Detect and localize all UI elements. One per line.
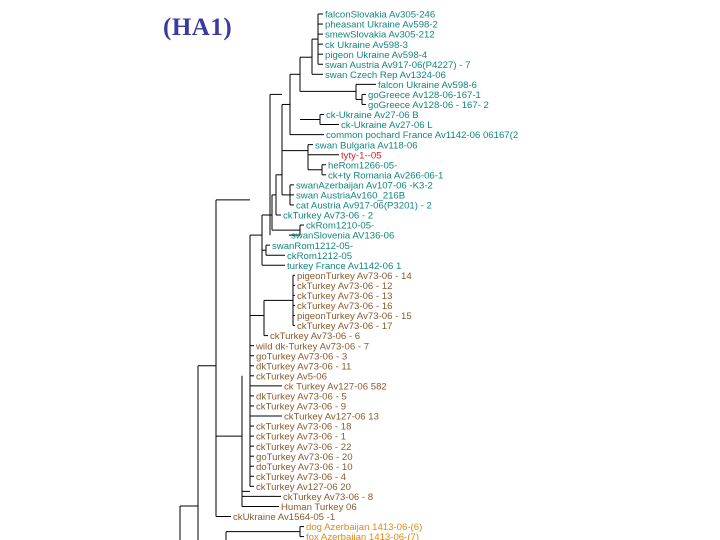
leaf-label: smewSlovakia Av305-212 — [325, 30, 435, 41]
leaf-label: ckTurkey Av127-06 13 — [284, 412, 379, 423]
leaf-label: goGreece Av128-06-167-1 — [368, 90, 481, 101]
leaf-label: swanRom1212-05- — [272, 241, 353, 252]
leaf-label: ckTurkey Av73-06 - 9 — [256, 402, 346, 413]
leaf-label: dkTurkey Av73-06 - 5 — [256, 392, 347, 403]
leaf-label: ckRom1210-05- — [306, 221, 374, 232]
leaf-label: ckUkraine Av1564-05 -1 — [233, 512, 335, 523]
leaf-label: ck-Ukraine Av27-06 B — [326, 110, 419, 121]
leaf-label: swan Bulgaria Av118-06 — [315, 140, 418, 151]
leaf-label: swan Austria Av917-06(P4227) - 7 — [325, 60, 470, 71]
leaf-label: swan Czech Rep Av1324-06 — [325, 70, 446, 81]
diagram-title: (HA1) — [163, 14, 233, 41]
leaf-label: ck Ukraine Av598-3 — [325, 40, 408, 51]
leaf-label: swan AustriaAv160_216B — [296, 191, 405, 202]
leaf-label: ckTurkey Av73-06 - 2 — [283, 211, 373, 222]
leaf-label: cat Austria Av917-06(P3201) - 2 — [296, 201, 432, 212]
leaf-label: ck-Ukraine Av27-06 L — [341, 120, 433, 131]
leaf-label: swanAzerbaijan Av107-06 -K3-2 — [296, 180, 433, 191]
leaf-label: ckTurkey Av73-06 - 13 — [297, 291, 392, 302]
leaf-label: ckTurkey Av73-06 - 8 — [283, 492, 373, 503]
tree-branches — [179, 13, 376, 540]
leaf-label: turkey France Av1142-06 1 — [287, 261, 401, 272]
leaf-label: pheasant Ukraine Av598-2 — [325, 20, 438, 31]
leaf-label: ckTurkey Av73-06 - 4 — [256, 472, 347, 483]
leaf-label: goGreece Av128-06 - 167- 2 — [368, 100, 489, 111]
leaf-label: ckTurkey Av73-06 - 22 — [256, 442, 351, 453]
leaf-label: ckTurkey Av5-06 — [256, 371, 327, 382]
leaf-label: ck Turkey Av127-06 582 — [284, 381, 387, 392]
leaf-label: falconSlovakia Av305-246 — [325, 10, 435, 21]
leaf-label: Human Turkey 06 — [281, 502, 357, 513]
leaf-label: falcon Ukraine Av598-6 — [378, 80, 477, 91]
leaf-label: heRom1266-05- — [328, 160, 397, 171]
leaf-label: ckTurkey Av127-06 20 — [256, 482, 351, 493]
leaf-label: goTurkey Av73-06 - 20 — [256, 452, 353, 463]
leaf-label: ckTurkey Av73-06 - 12 — [297, 281, 392, 292]
leaf-label: dkTurkey Av73-06 - 11 — [256, 361, 351, 372]
leaf-label: ckTurkey Av73-06 - 16 — [297, 301, 392, 312]
leaf-label: ckTurkey Av73-06 - 17 — [297, 321, 392, 332]
leaf-label: pigeonTurkey Av73-06 - 14 — [297, 271, 412, 282]
leaf-label: ckTurkey Av73-06 - 18 — [256, 422, 351, 433]
leaf-label: fox Azerbaijan 1413-06-(7) — [306, 532, 419, 540]
leaf-label: dog Azerbaijan 1413-06-(6) — [306, 522, 422, 533]
leaf-label: ckRom1212-05 — [287, 251, 352, 262]
leaf-label: ckTurkey Av73-06 - 6 — [270, 331, 360, 342]
leaf-label: pigeon Ukraine Av598-4 — [325, 50, 428, 61]
leaf-label: goTurkey Av73-06 - 3 — [256, 351, 347, 362]
leaf-label: ck+ty Romania Av266-06-1 — [328, 170, 443, 181]
leaf-label: tyty-1--05 — [341, 150, 382, 161]
leaf-label: pigeonTurkey Av73-06 - 15 — [297, 311, 412, 322]
leaf-label: common pochard France Av1142-06 06167(2 — [326, 130, 518, 141]
leaf-label: swanSlovenia AV136-06 — [291, 231, 394, 242]
leaf-label: ckTurkey Av73-06 - 1 — [256, 432, 346, 443]
leaf-label: wild dk-Turkey Av73-06 - 7 — [255, 341, 369, 352]
leaf-label: doTurkey Av73-06 - 10 — [256, 462, 353, 473]
